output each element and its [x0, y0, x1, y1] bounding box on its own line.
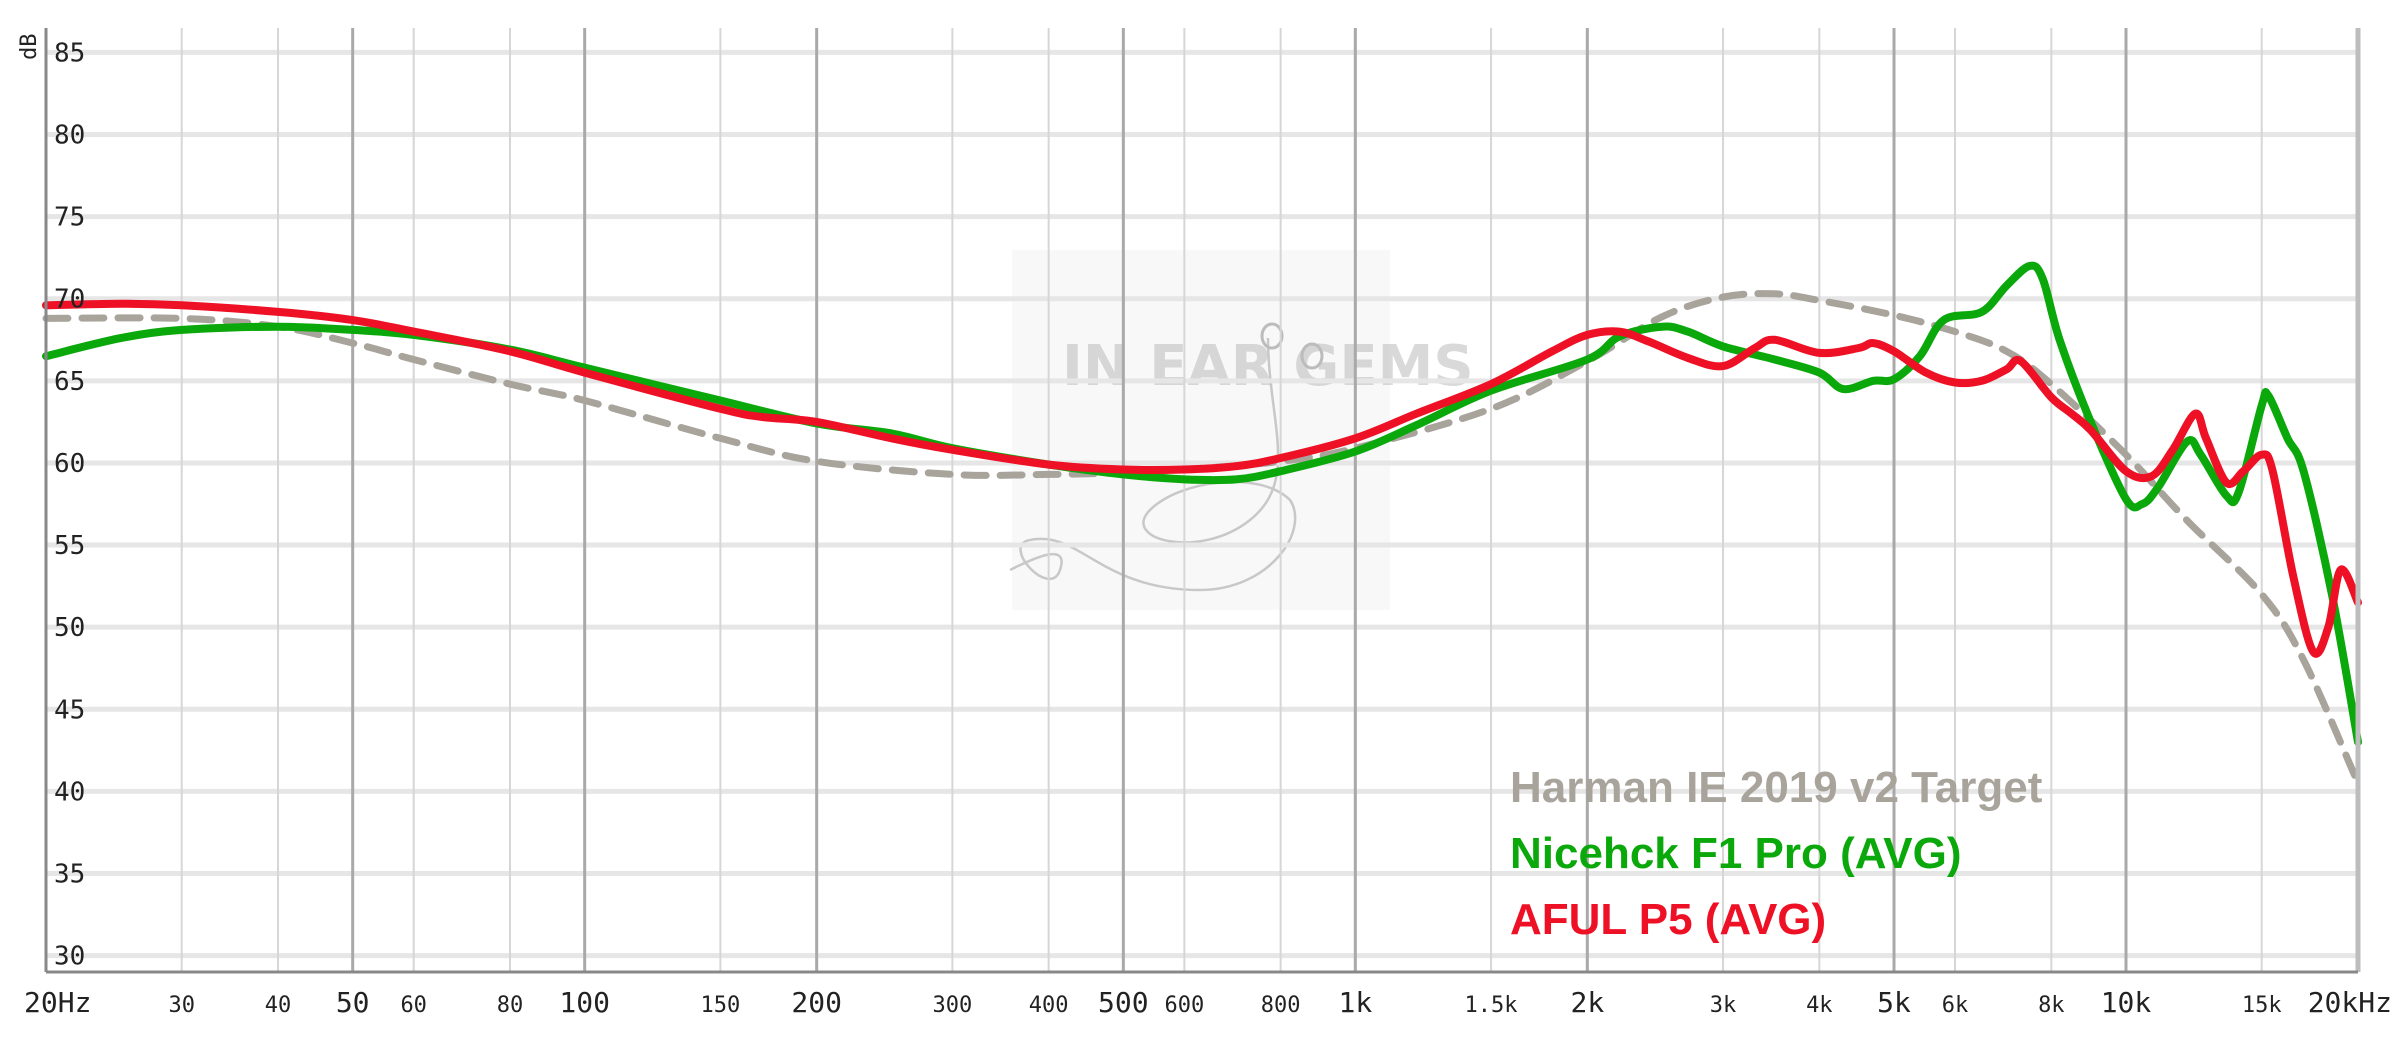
y-tick-label: 70 [54, 285, 85, 315]
x-tick-label: 20kHz [2308, 986, 2392, 1019]
x-tick-label: 40 [265, 993, 292, 1018]
legend: Harman IE 2019 v2 Target Nicehck F1 Pro (… [1510, 763, 2043, 944]
watermark-logo: IN EAR GEMS [1009, 250, 1474, 610]
axes: 85 80 75 70 65 60 55 50 45 40 35 30 dB 20Hz 30 40 50 60 80… [17, 28, 2392, 1019]
x-tick-label: 3k [1710, 993, 1737, 1018]
series-line-3 [42, 299, 2362, 658]
x-tick-label: 1k [1338, 986, 1372, 1019]
y-axis-unit-label: dB [17, 34, 42, 61]
x-tick-label: 4k [1806, 993, 1833, 1018]
y-tick-label: 65 [54, 367, 85, 397]
y-tick-label: 50 [54, 613, 85, 643]
watermark-earbud-left [1260, 322, 1284, 350]
y-tick-label: 60 [54, 449, 85, 479]
x-tick-label: 30 [168, 993, 195, 1018]
series-layer [42, 261, 2362, 787]
y-tick-label: 85 [54, 38, 85, 68]
x-tick-label: 5k [1877, 986, 1911, 1019]
x-tick-label: 100 [559, 986, 610, 1019]
y-tick-label: 80 [54, 121, 85, 151]
legend-entry-3: AFUL P5 (AVG) [1510, 895, 1826, 944]
x-tick-label: 800 [1261, 993, 1301, 1018]
x-tick-label: 20Hz [24, 986, 91, 1019]
y-tick-label: 45 [54, 695, 85, 725]
x-tick-label: 80 [497, 993, 524, 1018]
watermark-card [1012, 250, 1390, 610]
x-tick-label: 1.5k [1465, 993, 1518, 1018]
y-tick-label: 30 [54, 942, 85, 972]
x-tick-label: 2k [1570, 986, 1604, 1019]
y-tick-label: 55 [54, 531, 85, 561]
x-tick-label: 10k [2101, 986, 2152, 1019]
y-tick-label: 75 [54, 203, 85, 233]
x-tick-label: 500 [1098, 986, 1149, 1019]
y-tick-label: 40 [54, 777, 85, 807]
legend-entry-1: Harman IE 2019 v2 Target [1510, 763, 2043, 812]
x-tick-label: 600 [1164, 993, 1204, 1018]
x-tick-label: 400 [1029, 993, 1069, 1018]
x-tick-label: 6k [1942, 993, 1969, 1018]
x-tick-label: 200 [791, 986, 842, 1019]
x-tick-label: 150 [701, 993, 741, 1018]
x-tick-label: 50 [336, 986, 370, 1019]
x-tick-label: 8k [2038, 993, 2065, 1018]
x-tick-label: 60 [400, 993, 427, 1018]
x-tick-label: 15k [2242, 993, 2282, 1018]
watermark-earbud-right [1300, 342, 1324, 370]
watermark-earphone-cable [1009, 337, 1297, 592]
x-tick-label: 300 [932, 993, 972, 1018]
y-tick-label: 35 [54, 859, 85, 889]
legend-entry-2: Nicehck F1 Pro (AVG) [1510, 829, 1962, 878]
